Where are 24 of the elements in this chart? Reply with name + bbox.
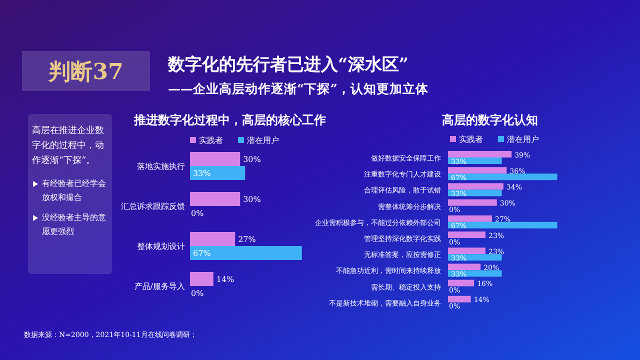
data-label: 14% — [216, 275, 235, 284]
text: ——企业高层动作逐渐“下探”，认知更加立体 — [168, 81, 430, 96]
data-label: 30% — [243, 195, 262, 204]
y-tick-label: 汇总诉求跟踪反馈 — [121, 202, 185, 211]
text: 有经验者已经学会放权和撮合 — [41, 178, 107, 204]
data-label: 30% — [243, 155, 262, 164]
y-tick-label: 产品/服务导入 — [134, 282, 185, 291]
legend-label: 潜在用户 — [247, 136, 279, 145]
data-label: 27% — [238, 235, 256, 244]
legend-label: 实践者 — [459, 135, 483, 144]
chart-title: 推进数字化过程中，高层的核心工作 — [133, 113, 326, 127]
legend-label: 潜在用户 — [507, 135, 539, 144]
data-label: 0% — [191, 209, 204, 218]
y-tick-label: 落地实施执行 — [137, 162, 185, 171]
y-tick-label: 整体规划设计 — [137, 242, 185, 251]
text: 数字化的先行者已进入“深水区” — [167, 55, 409, 75]
chart-title: 高层的数字化认知 — [442, 113, 538, 127]
data-label: 0% — [191, 289, 204, 298]
legend-label: 实践者 — [199, 136, 223, 145]
text: 判断37 — [48, 59, 124, 85]
text: 高层在推进企业数字化的过程中，动作逐渐“下探”。 — [32, 124, 105, 168]
data-label: 67% — [193, 249, 212, 258]
text: 没经验者主导的意愿更强烈 — [41, 212, 107, 238]
data-label: 33% — [193, 169, 212, 178]
